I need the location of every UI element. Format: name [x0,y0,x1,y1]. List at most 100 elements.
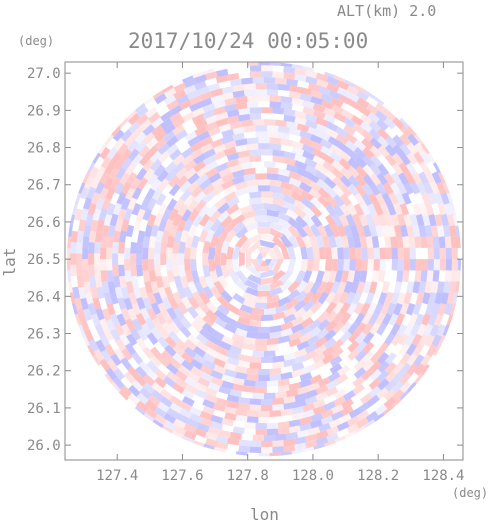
velocity-cell [87,162,96,174]
velocity-cell [294,355,307,365]
velocity-cell [301,143,315,154]
velocity-cell [296,224,308,238]
velocity-cell [420,143,430,155]
velocity-cell [76,230,85,243]
velocity-cell [135,366,148,379]
velocity-cell [142,159,155,172]
velocity-cell [412,343,424,357]
velocity-cell [293,199,307,211]
velocity-cell [223,146,237,156]
velocity-cell [144,106,158,119]
velocity-cell [399,390,410,401]
velocity-cell [157,142,170,155]
velocity-cell [239,304,253,314]
velocity-cell [87,302,97,316]
velocity-cell [242,216,256,227]
velocity-cell [286,78,299,87]
velocity-cell [373,412,385,422]
velocity-cell [396,181,408,195]
velocity-cell [302,206,316,219]
velocity-cell [243,125,256,133]
velocity-cell [347,348,360,361]
velocity-cell [215,74,229,84]
velocity-cell [450,203,456,216]
velocity-cell [101,225,110,238]
velocity-cell [133,219,142,232]
velocity-cell [161,321,173,335]
velocity-cell [414,134,424,146]
velocity-cell [126,333,138,347]
velocity-cell [103,213,113,227]
velocity-cell [316,430,329,440]
velocity-cell [172,241,180,254]
velocity-cell [368,120,382,133]
velocity-cell [346,148,359,161]
velocity-cell [285,298,299,310]
velocity-cell [207,381,221,392]
velocity-cell [90,219,99,232]
velocity-cell [302,100,315,109]
velocity-cell [261,65,273,72]
velocity-cell [192,107,205,118]
velocity-cell [252,392,264,400]
velocity-cell [68,225,73,237]
velocity-cell [280,96,293,104]
velocity-cell [103,328,114,342]
velocity-cell [269,374,282,381]
velocity-cell [187,333,200,346]
velocity-cell [193,153,206,165]
velocity-cell [247,274,262,285]
velocity-cell [95,197,105,211]
velocity-cell [280,371,293,380]
velocity-cell [304,343,318,354]
velocity-cell [301,189,314,202]
velocity-cell [209,210,222,223]
velocity-cell [175,377,188,389]
velocity-cell [442,324,450,336]
velocity-cell [130,177,141,191]
velocity-cell [202,322,215,335]
velocity-cell [115,166,127,180]
velocity-cell [146,197,157,211]
velocity-cell [258,417,270,423]
velocity-cell [162,130,176,143]
velocity-cell [88,166,99,179]
velocity-cell [385,153,397,167]
velocity-cell [112,241,119,254]
velocity-cell [173,198,185,211]
velocity-cell [361,129,374,142]
velocity-cell [135,337,148,351]
velocity-cell [205,167,219,179]
velocity-cell [353,359,367,372]
velocity-cell [235,96,248,104]
velocity-cell [424,171,436,184]
velocity-cell [183,286,194,300]
velocity-cell [210,421,224,430]
velocity-cell [148,394,161,407]
velocity-cell [255,428,267,436]
velocity-cell [333,396,346,407]
velocity-cell [258,137,270,144]
velocity-cell [359,121,373,133]
velocity-cell [362,164,375,177]
velocity-cell [176,413,190,424]
velocity-cell [277,421,290,429]
velocity-cell [178,241,186,254]
velocity-cell [302,65,315,72]
velocity-cell [431,334,442,347]
velocity-cell [344,140,358,152]
velocity-cell [226,152,240,162]
velocity-cell [283,438,296,447]
velocity-cell [80,208,89,221]
velocity-cell [397,259,404,271]
velocity-cell [238,403,251,411]
velocity-cell [433,247,440,260]
velocity-cell [382,182,394,195]
velocity-cell [331,104,344,115]
velocity-cell [353,147,367,160]
velocity-cell [149,355,162,368]
velocity-cell [283,151,296,160]
velocity-cell [187,180,200,193]
velocity-cell [304,350,318,361]
velocity-cell [150,346,163,360]
